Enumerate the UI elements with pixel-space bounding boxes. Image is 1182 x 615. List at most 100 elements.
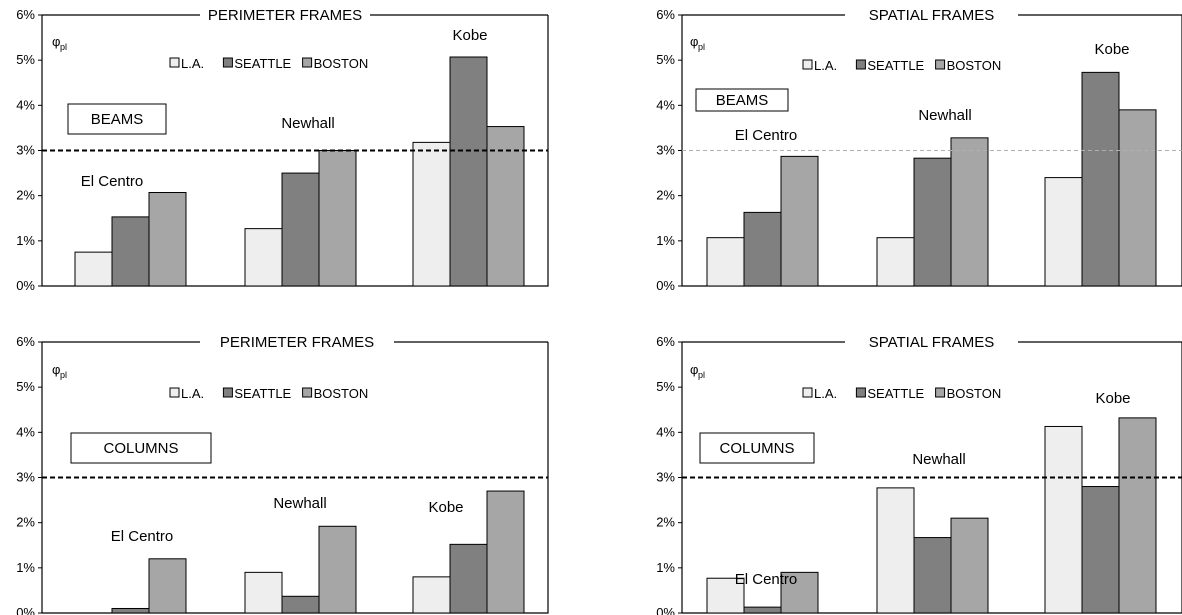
y-tick-label: 0% [656,278,675,293]
legend-swatch [302,387,313,398]
element-type-box [70,432,212,464]
legend-label: SEATTLE [867,386,924,401]
bar-boston-el-centro [148,558,187,614]
bar-boston-newhall [318,150,357,287]
element-type-label: COLUMNS [103,440,178,457]
chart-panel-3: PERIMETER FRAMES 0% 1% 2% 3% 4% 5% 6% φ pl El Cent… [16,334,549,615]
bar-seattle-kobe [449,543,488,614]
y-axis-symbol: φ [52,362,60,377]
bar-boston-kobe [486,490,525,614]
legend-label: L.A. [181,56,204,71]
y-tick-label: 3% [656,470,675,485]
y-tick-label: 1% [16,560,35,575]
bar-la-newhall [876,237,915,287]
category-label: Kobe [428,499,463,516]
legend-swatch [855,59,866,70]
bar-la-newhall [244,228,283,287]
legend-label: BOSTON [314,56,369,71]
y-axis-symbol: φ [690,34,698,49]
bar-seattle-newhall [281,172,320,287]
bar-seattle-kobe [1081,486,1120,614]
element-type-label: BEAMS [91,111,144,128]
y-tick-label: 6% [16,7,35,22]
bar-seattle-kobe [449,56,488,287]
legend-swatch [855,387,866,398]
bar-seattle-kobe [1081,71,1120,287]
bar-seattle-el-centro [743,211,782,287]
category-label: Newhall [273,495,326,512]
legend-label: BOSTON [314,386,369,401]
chart-title: PERIMETER FRAMES [220,334,374,351]
legend-label: BOSTON [947,386,1002,401]
bar-la-kobe [412,141,451,287]
category-label: Newhall [918,107,971,124]
legend-swatch [802,59,813,70]
category-label: Newhall [281,115,334,132]
bar-la-el-centro [74,251,113,287]
legend-swatch [802,387,813,398]
category-label: El Centro [735,127,798,144]
legend-swatch [169,387,180,398]
y-tick-label: 5% [16,379,35,394]
chart-title: SPATIAL FRAMES [869,7,995,24]
y-tick-label: 4% [656,424,675,439]
y-tick-label: 2% [16,188,35,203]
y-tick-label: 4% [16,97,35,112]
y-tick-label: 5% [16,52,35,67]
bar-seattle-el-centro [111,607,150,614]
y-axis-subscript: pl [60,42,67,52]
element-type-label: BEAMS [716,92,769,109]
category-label: Kobe [1094,41,1129,58]
y-tick-label: 5% [656,379,675,394]
category-label: Newhall [912,451,965,468]
legend-label: SEATTLE [234,56,291,71]
y-axis-subscript: pl [698,370,705,380]
bar-boston-el-centro [780,571,819,614]
bar-boston-el-centro [780,155,819,287]
bar-seattle-el-centro [743,606,782,614]
legend-label: L.A. [814,58,837,73]
bar-boston-newhall [950,517,989,614]
legend-label: BOSTON [947,58,1002,73]
element-type-box [67,103,167,135]
bar-la-newhall [244,571,283,614]
chart-title: PERIMETER FRAMES [208,7,362,24]
category-label: El Centro [111,528,174,545]
category-label: Kobe [452,27,487,44]
category-label: El Centro [81,173,144,190]
bar-boston-newhall [950,137,989,287]
legend-label: L.A. [814,386,837,401]
element-type-box [695,88,789,112]
bar-la-el-centro [706,237,745,287]
y-tick-label: 5% [656,52,675,67]
legend-swatch [222,57,233,68]
y-tick-label: 3% [16,470,35,485]
bar-boston-el-centro [148,192,187,287]
category-label: Kobe [1095,390,1130,407]
bar-boston-kobe [1118,109,1157,287]
bar-boston-kobe [1118,417,1157,614]
y-tick-label: 1% [656,233,675,248]
y-tick-label: 6% [16,334,35,349]
y-axis-subscript: pl [60,370,67,380]
y-axis-subscript: pl [698,42,705,52]
bar-boston-kobe [486,126,525,287]
y-tick-label: 1% [656,560,675,575]
bar-la-newhall [876,487,915,614]
legend-label: SEATTLE [234,386,291,401]
element-type-label: COLUMNS [719,440,794,457]
chart-title: SPATIAL FRAMES [869,334,995,351]
legend-swatch [169,57,180,68]
y-tick-label: 4% [656,97,675,112]
chart-panel-1: PERIMETER FRAMES 0% 1% 2% 3% 4% 5% 6% φ pl El Cent… [16,7,549,293]
legend-swatch [222,387,233,398]
category-label: El Centro [735,571,798,588]
y-tick-label: 1% [16,233,35,248]
y-tick-label: 4% [16,424,35,439]
chart-panel-4: SPATIAL FRAMES 0% 1% 2% 3% 4% 5% 6% φ pl El Centro… [656,334,1182,615]
legend-swatch [935,59,946,70]
bar-seattle-newhall [913,157,952,287]
legend-swatch [935,387,946,398]
bar-seattle-newhall [913,537,952,614]
